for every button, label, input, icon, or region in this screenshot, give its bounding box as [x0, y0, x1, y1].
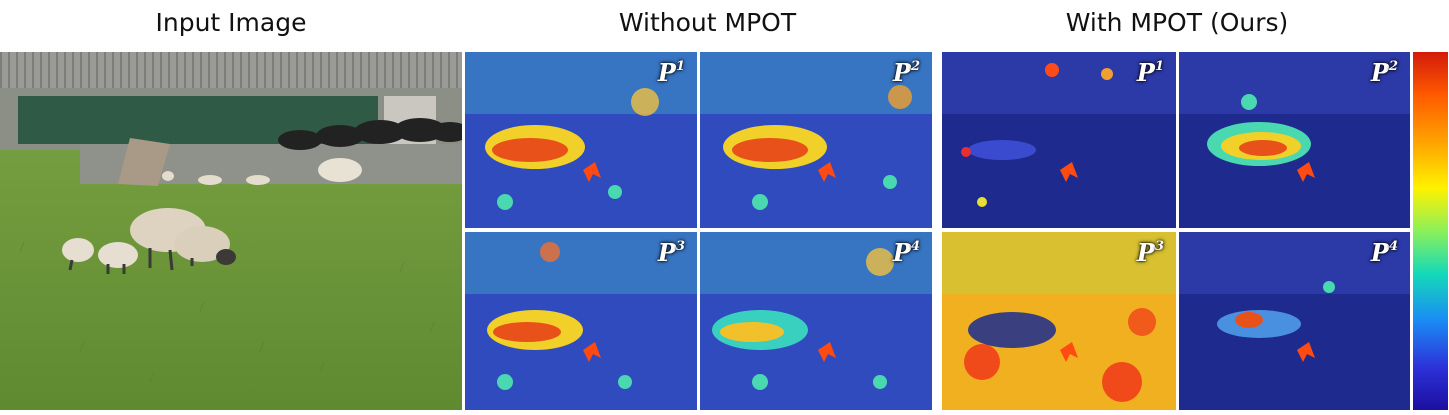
- input-photo: [0, 52, 462, 410]
- heatmap-image: [465, 232, 697, 410]
- barn-roof: [0, 52, 462, 92]
- without-mpot-heatmap-p3: P3: [465, 232, 697, 410]
- without-mpot-heatmap-p1: P1: [465, 52, 697, 228]
- without-mpot-title: Without MPOT: [618, 8, 797, 37]
- with-mpot-heatmap-p1: P1: [942, 52, 1176, 228]
- sheep-group: [62, 208, 236, 274]
- heatmap-image: [942, 232, 1176, 410]
- with-mpot-heatmap-p4: P4: [1179, 232, 1410, 410]
- heatmap-image: [1179, 52, 1410, 228]
- p3-label: P3: [1136, 238, 1164, 267]
- with-mpot-heatmap-p3: P3: [942, 232, 1176, 410]
- heatmap-image: [1179, 232, 1410, 410]
- with-mpot-heatmap-p2: P2: [1179, 52, 1410, 228]
- without-mpot-heatmap-p2: P2: [700, 52, 932, 228]
- p3-label: P3: [657, 238, 685, 267]
- p1-label: P1: [657, 58, 685, 87]
- heatmap-image: [465, 52, 697, 228]
- input-image-title: Input Image: [155, 8, 307, 37]
- heatmap-colorbar: [1413, 52, 1448, 410]
- heatmap-image: [700, 232, 932, 410]
- with-mpot-title: With MPOT (Ours): [1065, 8, 1289, 37]
- p4-label: P4: [1370, 238, 1398, 267]
- heatmap-image: [942, 52, 1176, 228]
- farm-scene-image: [0, 52, 462, 410]
- p4-label: P4: [892, 238, 920, 267]
- heatmap-image: [700, 52, 932, 228]
- p2-label: P2: [892, 58, 920, 87]
- without-mpot-heatmap-p4: P4: [700, 232, 932, 410]
- tire-pile: [278, 118, 462, 150]
- p1-label: P1: [1136, 58, 1164, 87]
- p2-label: P2: [1370, 58, 1398, 87]
